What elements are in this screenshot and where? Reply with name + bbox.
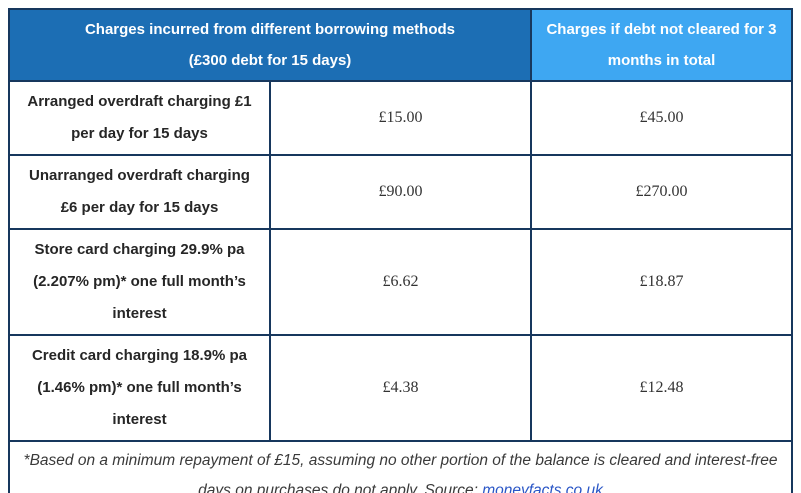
header-row: Charges incurred from different borrowin… — [8, 8, 793, 82]
method-cell: Arranged overdraft charging £1 per day f… — [8, 80, 271, 156]
table-row-unarranged-overdraft: Unarranged overdraft charging £6 per day… — [8, 154, 793, 230]
method-label: Store card charging 29.9% pa (2.207% pm)… — [33, 241, 246, 322]
charge-15-days-cell: £90.00 — [269, 154, 532, 230]
charge-15-days-cell: £6.62 — [269, 228, 532, 336]
footnote-text: *Based on a minimum repayment of £15, as… — [23, 452, 778, 493]
method-cell: Credit card charging 18.9% pa (1.46% pm)… — [8, 334, 271, 442]
table-row-store-card: Store card charging 29.9% pa (2.207% pm)… — [8, 228, 793, 336]
moneyfacts-link[interactable]: moneyfacts.co.uk — [482, 482, 603, 493]
header-borrowing-methods-label: Charges incurred from different borrowin… — [84, 21, 456, 69]
method-cell: Unarranged overdraft charging £6 per day… — [8, 154, 271, 230]
borrowing-charges-table: Charges incurred from different borrowin… — [8, 8, 793, 493]
charge-3-months-cell: £270.00 — [530, 154, 793, 230]
charge-3-months-cell: £45.00 — [530, 80, 793, 156]
footnote-cell: *Based on a minimum repayment of £15, as… — [8, 440, 793, 493]
header-borrowing-methods: Charges incurred from different borrowin… — [8, 8, 532, 82]
table-row-arranged-overdraft: Arranged overdraft charging £1 per day f… — [8, 80, 793, 156]
method-label: Arranged overdraft charging £1 per day f… — [27, 93, 252, 142]
charge-15-days-cell: £4.38 — [269, 334, 532, 442]
method-cell: Store card charging 29.9% pa (2.207% pm)… — [8, 228, 271, 336]
method-label: Credit card charging 18.9% pa (1.46% pm)… — [31, 347, 248, 428]
header-3-months-label: Charges if debt not cleared for 3 months… — [546, 21, 777, 69]
footnote-row: *Based on a minimum repayment of £15, as… — [8, 440, 793, 493]
method-label: Unarranged overdraft charging £6 per day… — [29, 167, 250, 216]
charge-15-days-cell: £15.00 — [269, 80, 532, 156]
charge-3-months-cell: £18.87 — [530, 228, 793, 336]
header-3-months: Charges if debt not cleared for 3 months… — [530, 8, 793, 82]
charge-3-months-cell: £12.48 — [530, 334, 793, 442]
table-row-credit-card: Credit card charging 18.9% pa (1.46% pm)… — [8, 334, 793, 442]
